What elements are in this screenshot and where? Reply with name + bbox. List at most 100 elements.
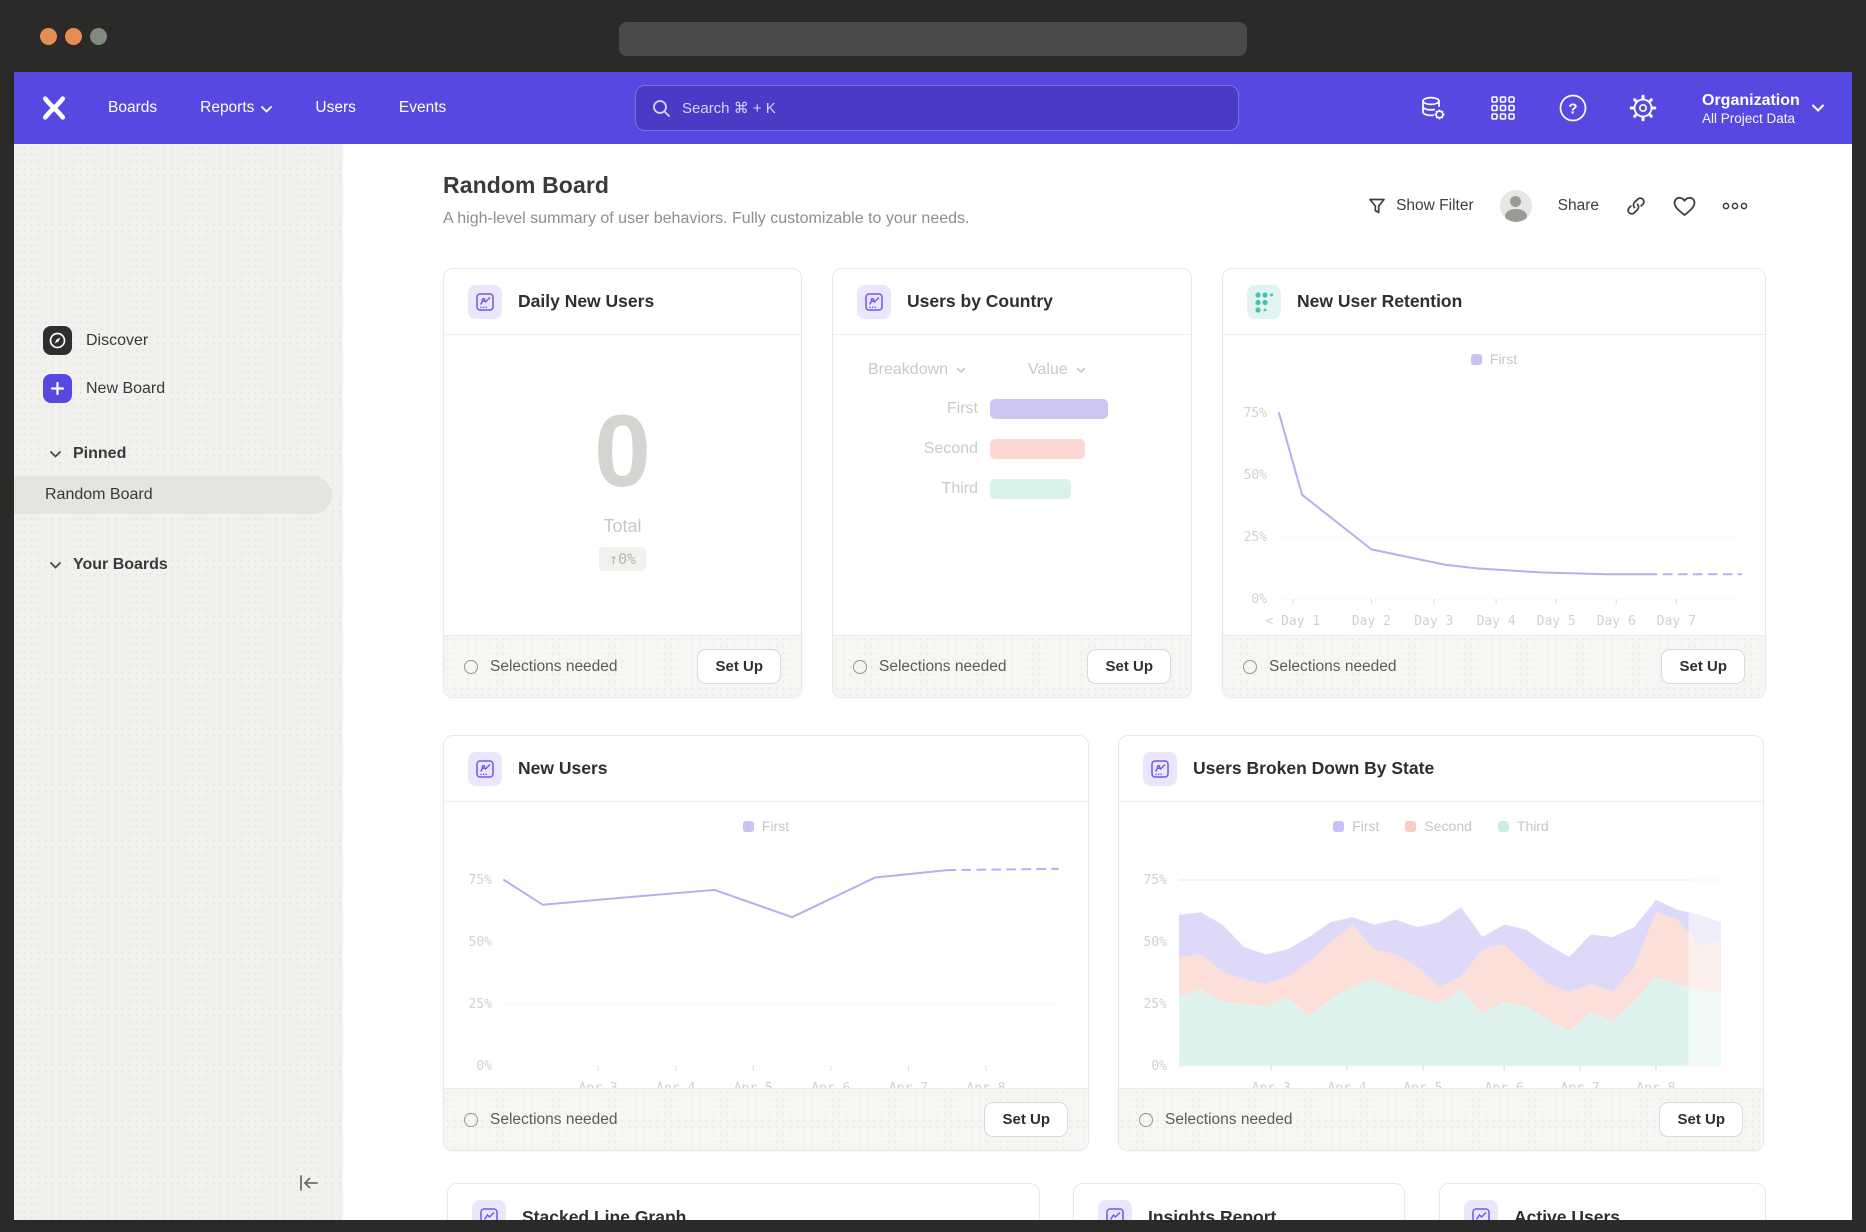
app-body: Discover New Board Pinned Random Boar <box>14 144 1852 1220</box>
ellipsis-icon <box>1722 202 1748 210</box>
card-daily-new-users[interactable]: Daily New Users 0 Total ↑0% Selections n… <box>443 268 802 698</box>
card-stacked-line-graph[interactable]: Stacked Line Graph <box>447 1183 1040 1220</box>
sidebar-item-random-board[interactable]: Random Board <box>14 476 332 514</box>
legend-label: Second <box>1424 818 1471 834</box>
window-frame <box>1852 62 1866 1232</box>
sidebar-item-new-board[interactable]: New Board <box>43 374 165 403</box>
chevron-down-icon <box>50 562 61 569</box>
nav-link-users[interactable]: Users <box>315 99 355 117</box>
search-input[interactable]: Search ⌘ + K <box>635 85 1239 131</box>
settings-gear-icon[interactable] <box>1628 93 1658 123</box>
svg-text:< Day 1: < Day 1 <box>1265 614 1320 629</box>
sidebar-section-your-boards[interactable]: Your Boards <box>50 556 168 574</box>
card-users-by-country[interactable]: Users by Country Breakdown Value FirstSe <box>832 268 1192 698</box>
card-users-by-state[interactable]: Users Broken Down By State First Second Th… <box>1118 735 1764 1151</box>
svg-text:50%: 50% <box>469 935 493 950</box>
line-chart-icon <box>1464 1200 1498 1220</box>
line-chart-icon <box>472 1200 506 1220</box>
org-switcher[interactable]: Organization All Project Data <box>1702 72 1824 144</box>
board-main: Random Board A high-level summary of use… <box>343 144 1852 1220</box>
status-text: Selections needed <box>1269 658 1661 676</box>
card-title: Active Users <box>1514 1207 1620 1221</box>
value-bar <box>990 399 1108 419</box>
sidebar-collapse-button[interactable] <box>297 1173 321 1198</box>
value-bar <box>990 479 1071 499</box>
traffic-light-zoom[interactable] <box>90 28 107 45</box>
card-insights-report[interactable]: Insights Report <box>1073 1183 1405 1220</box>
legend-item[interactable]: First <box>1471 351 1517 367</box>
row-label: First <box>833 400 990 418</box>
legend-swatch <box>1498 821 1509 832</box>
apps-grid-icon[interactable] <box>1488 93 1518 123</box>
legend-label: First <box>1490 351 1517 367</box>
stacked-area-chart: 75%50%25%0%Apr 3Apr 4Apr 5Apr 6Apr 7Apr … <box>1119 844 1765 1104</box>
card-new-users[interactable]: New Users First 75%50%25%0%Apr 3Apr 4Apr… <box>443 735 1089 1151</box>
avatar[interactable] <box>1500 190 1532 222</box>
card-title: Stacked Line Graph <box>522 1207 686 1221</box>
breakdown-rows: FirstSecondThird <box>833 399 1191 499</box>
legend-swatch <box>1333 821 1344 832</box>
legend-item[interactable]: First <box>743 818 789 834</box>
chevron-down-icon <box>956 367 966 373</box>
board-toolbar: Show Filter Share <box>1368 190 1748 222</box>
legend-item[interactable]: Second <box>1405 818 1471 834</box>
legend-item[interactable]: First <box>1333 818 1379 834</box>
card-header: Daily New Users <box>444 269 801 335</box>
svg-text:Day 2: Day 2 <box>1352 614 1391 629</box>
column-header-breakdown[interactable]: Breakdown <box>868 361 1028 379</box>
svg-text:0%: 0% <box>1151 1059 1167 1074</box>
more-options-button[interactable] <box>1722 202 1748 210</box>
traffic-light-minimize[interactable] <box>65 28 82 45</box>
set-up-button[interactable]: Set Up <box>984 1102 1068 1137</box>
nav-link-reports[interactable]: Reports <box>200 99 272 117</box>
share-button[interactable]: Share <box>1558 197 1599 215</box>
svg-text:Day 3: Day 3 <box>1414 614 1453 629</box>
card-footer: Selections needed Set Up <box>444 1088 1088 1150</box>
nav-link-boards[interactable]: Boards <box>108 99 157 117</box>
set-up-button[interactable]: Set Up <box>1087 649 1171 684</box>
svg-text:25%: 25% <box>1244 530 1268 545</box>
window-frame <box>0 1220 1866 1232</box>
row-label: Third <box>833 480 990 498</box>
svg-text:75%: 75% <box>469 873 493 888</box>
chart-legend: First Second Third <box>1119 818 1763 834</box>
traffic-light-close[interactable] <box>40 28 57 45</box>
link-icon <box>1625 195 1647 217</box>
card-active-users[interactable]: Active Users <box>1439 1183 1766 1220</box>
card-title: New Users <box>518 758 608 779</box>
card-title: Daily New Users <box>518 291 654 312</box>
sidebar-section-pinned[interactable]: Pinned <box>50 445 126 463</box>
line-chart-icon <box>468 285 502 319</box>
show-filter-label: Show Filter <box>1396 197 1474 215</box>
mixpanel-logo-icon[interactable] <box>40 94 68 122</box>
board-header: Random Board A high-level summary of use… <box>443 172 969 228</box>
card-header: Insights Report <box>1074 1184 1404 1220</box>
copy-link-button[interactable] <box>1625 195 1647 217</box>
help-icon[interactable]: ? <box>1558 93 1588 123</box>
legend-swatch <box>1471 354 1482 365</box>
chart-legend: First <box>444 818 1088 834</box>
data-management-icon[interactable] <box>1418 93 1448 123</box>
card-title: Users Broken Down By State <box>1193 758 1434 779</box>
sidebar-item-discover[interactable]: Discover <box>43 326 148 355</box>
address-bar[interactable] <box>619 22 1247 56</box>
breakdown-row: Third <box>833 479 1191 499</box>
set-up-button[interactable]: Set Up <box>1659 1102 1743 1137</box>
card-header: Users by Country <box>833 269 1191 335</box>
card-new-user-retention[interactable]: New User Retention First 75%50%25%0%< Da… <box>1222 268 1766 698</box>
legend-item[interactable]: Third <box>1498 818 1549 834</box>
set-up-button[interactable]: Set Up <box>697 649 781 684</box>
set-up-button[interactable]: Set Up <box>1661 649 1745 684</box>
show-filter-button[interactable]: Show Filter <box>1368 197 1474 215</box>
svg-text:50%: 50% <box>1144 935 1168 950</box>
page-subtitle: A high-level summary of user behaviors. … <box>443 210 969 228</box>
svg-text:Day 4: Day 4 <box>1477 614 1516 629</box>
search-icon <box>652 99 671 118</box>
sidebar-item-label: Random Board <box>45 486 153 504</box>
status-text: Selections needed <box>879 658 1087 676</box>
legend-label: Third <box>1517 818 1549 834</box>
favorite-button[interactable] <box>1673 196 1696 217</box>
line-chart-icon <box>857 285 891 319</box>
nav-link-events[interactable]: Events <box>399 99 446 117</box>
column-header-value[interactable]: Value <box>1028 361 1086 379</box>
